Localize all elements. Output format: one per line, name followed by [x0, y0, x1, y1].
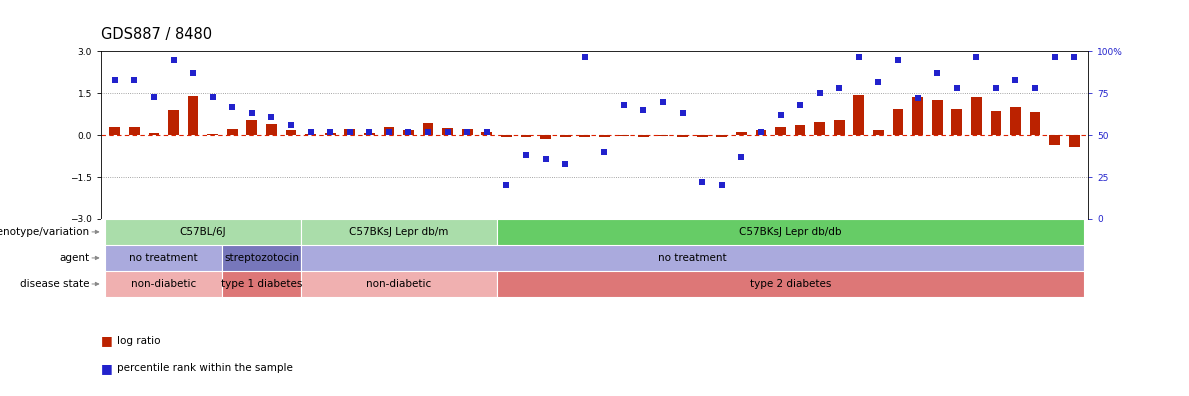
Text: C57BL/6J: C57BL/6J	[180, 227, 226, 237]
Bar	[285, 130, 296, 135]
Text: agent: agent	[59, 253, 89, 263]
Bar	[893, 109, 904, 135]
Bar	[266, 124, 277, 135]
Text: streptozotocin: streptozotocin	[225, 253, 300, 263]
Text: non-diabetic: non-diabetic	[131, 279, 196, 289]
Bar	[188, 96, 199, 135]
Bar	[971, 97, 982, 135]
Bar	[1011, 107, 1021, 135]
Bar	[128, 127, 140, 135]
Bar	[301, 271, 497, 297]
Text: disease state: disease state	[20, 279, 89, 289]
Bar	[149, 133, 159, 135]
Bar	[658, 135, 668, 136]
Bar	[403, 130, 414, 135]
Bar	[497, 271, 1084, 297]
Text: type 1 diabetes: type 1 diabetes	[221, 279, 302, 289]
Bar	[384, 127, 395, 135]
Bar	[482, 132, 492, 135]
Bar	[246, 120, 257, 135]
Bar	[755, 130, 767, 135]
Bar	[678, 135, 688, 137]
Bar	[1030, 112, 1040, 135]
Bar	[105, 245, 222, 271]
Bar	[207, 134, 218, 135]
Bar	[105, 219, 301, 245]
Bar	[814, 122, 825, 135]
Text: genotype/variation: genotype/variation	[0, 227, 89, 237]
Bar	[497, 219, 1084, 245]
Bar	[422, 124, 434, 135]
Text: GDS887 / 8480: GDS887 / 8480	[101, 27, 212, 42]
Bar	[775, 128, 786, 135]
Bar	[599, 135, 610, 137]
Bar	[227, 129, 238, 135]
Bar	[442, 128, 453, 135]
Text: no treatment: no treatment	[130, 253, 199, 263]
Bar	[222, 271, 301, 297]
Text: no treatment: no treatment	[658, 253, 726, 263]
Bar	[854, 95, 864, 135]
Bar	[540, 135, 551, 139]
Bar	[1049, 135, 1061, 145]
Bar	[638, 135, 649, 137]
Bar	[105, 271, 222, 297]
Text: log ratio: log ratio	[117, 335, 161, 346]
Text: percentile rank within the sample: percentile rank within the sample	[117, 363, 292, 373]
Text: type 2 diabetes: type 2 diabetes	[749, 279, 831, 289]
Bar	[461, 129, 472, 135]
Bar	[833, 120, 844, 135]
Bar	[325, 133, 335, 135]
Text: C57BKsJ Lepr db/db: C57BKsJ Lepr db/db	[740, 227, 842, 237]
Bar	[301, 245, 1084, 271]
Bar	[306, 133, 316, 135]
Bar	[501, 135, 511, 137]
Bar	[736, 132, 747, 135]
Bar	[932, 100, 943, 135]
Bar	[301, 219, 497, 245]
Bar	[345, 129, 356, 135]
Bar	[873, 130, 883, 135]
Bar	[222, 245, 301, 271]
Bar	[521, 135, 531, 137]
Bar	[168, 110, 178, 135]
Bar	[560, 135, 571, 137]
Bar	[1069, 135, 1080, 147]
Bar	[951, 109, 962, 135]
Text: non-diabetic: non-diabetic	[366, 279, 432, 289]
Bar	[697, 135, 707, 137]
Bar	[717, 135, 728, 137]
Text: ■: ■	[101, 362, 113, 375]
Bar	[794, 126, 805, 135]
Bar	[364, 133, 375, 135]
Bar	[109, 127, 120, 135]
Bar	[618, 135, 629, 136]
Text: ■: ■	[101, 334, 113, 347]
Bar	[579, 135, 590, 137]
Bar	[912, 97, 923, 135]
Bar	[990, 111, 1001, 135]
Text: C57BKsJ Lepr db/m: C57BKsJ Lepr db/m	[350, 227, 448, 237]
